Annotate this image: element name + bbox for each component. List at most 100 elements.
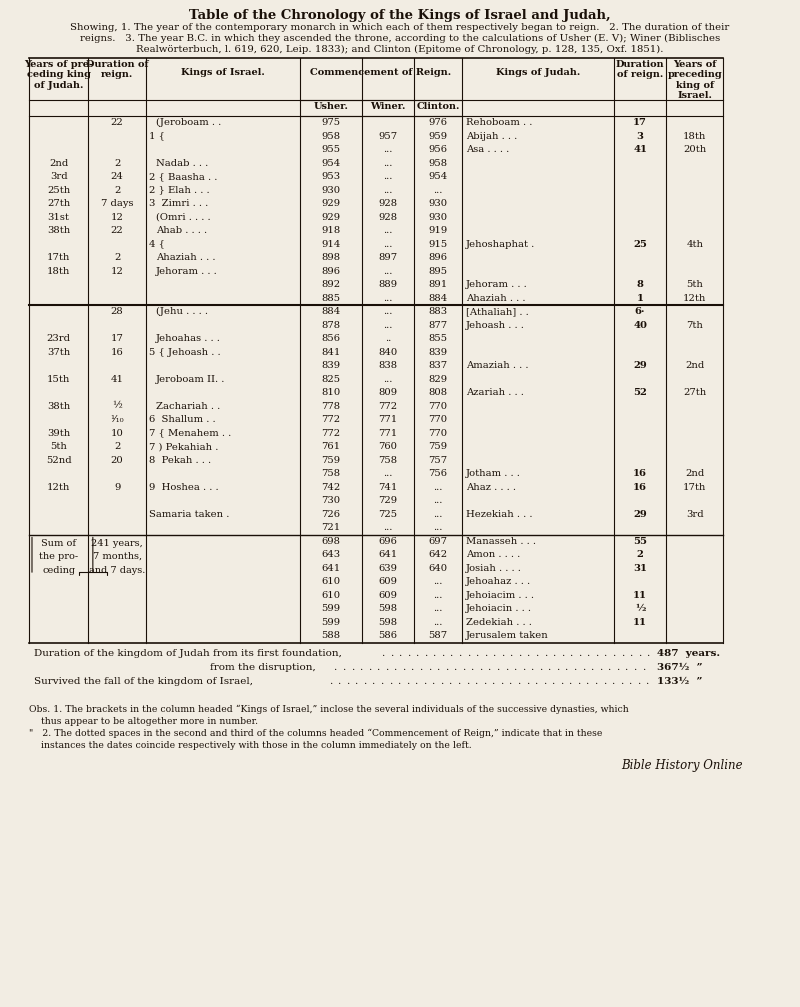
Text: .: .: [637, 678, 640, 687]
Text: Duration
of reign.: Duration of reign.: [616, 60, 665, 80]
Text: 928: 928: [378, 199, 398, 208]
Text: .: .: [445, 664, 448, 673]
Text: .: .: [510, 650, 513, 659]
Text: .: .: [410, 664, 414, 673]
Text: 15th: 15th: [47, 375, 70, 384]
Text: .: .: [602, 678, 606, 687]
Text: .: .: [530, 664, 534, 673]
Text: 2: 2: [637, 550, 643, 559]
Text: .: .: [484, 650, 487, 659]
Text: 40: 40: [633, 321, 647, 329]
Text: ...: ...: [434, 577, 442, 586]
Text: ...: ...: [434, 496, 442, 506]
Text: Clinton.: Clinton.: [416, 102, 460, 111]
Text: .: .: [462, 664, 465, 673]
Text: .: .: [611, 678, 614, 687]
Text: 958: 958: [322, 132, 341, 141]
Text: 898: 898: [322, 253, 341, 262]
Text: .: .: [458, 650, 462, 659]
Text: Years of
preceding
king of
Israel.: Years of preceding king of Israel.: [667, 60, 722, 101]
Text: .: .: [595, 650, 598, 659]
Text: (Jeroboam . .: (Jeroboam . .: [156, 118, 221, 127]
Text: ...: ...: [383, 321, 393, 329]
Text: .: .: [368, 664, 371, 673]
Text: .: .: [543, 650, 547, 659]
Text: .: .: [431, 678, 434, 687]
Text: 975: 975: [322, 118, 341, 127]
Text: "   2. The dotted spaces in the second and third of the columns headed “Commence: " 2. The dotted spaces in the second and…: [29, 728, 602, 738]
Text: 840: 840: [378, 347, 398, 356]
Text: 757: 757: [429, 456, 448, 465]
Text: .: .: [565, 664, 568, 673]
Text: .: .: [607, 664, 610, 673]
Text: 808: 808: [429, 389, 448, 397]
Text: 12: 12: [110, 267, 123, 276]
Text: .: .: [475, 650, 478, 659]
Text: 11: 11: [633, 617, 647, 626]
Text: 31st: 31st: [48, 212, 70, 222]
Text: 23rd: 23rd: [46, 334, 70, 343]
Text: from the disruption,: from the disruption,: [210, 663, 315, 672]
Text: .: .: [487, 664, 490, 673]
Text: 52nd: 52nd: [46, 456, 71, 465]
Text: .: .: [436, 664, 439, 673]
Text: 487  years.: 487 years.: [657, 649, 720, 658]
Text: ...: ...: [383, 469, 393, 478]
Text: 17th: 17th: [683, 482, 706, 491]
Text: .: .: [582, 664, 585, 673]
Text: .: .: [454, 664, 457, 673]
Text: .: .: [354, 678, 358, 687]
Text: .: .: [419, 664, 422, 673]
Text: .: .: [397, 678, 400, 687]
Text: .: .: [526, 678, 529, 687]
Text: 9  Hoshea . . .: 9 Hoshea . . .: [149, 482, 218, 491]
Text: Ahaziah . . .: Ahaziah . . .: [466, 294, 525, 303]
Text: Zedekiah . . .: Zedekiah . . .: [466, 617, 531, 626]
Text: 730: 730: [322, 496, 341, 506]
Text: 16: 16: [633, 482, 647, 491]
Text: 954: 954: [322, 159, 341, 168]
Text: ...: ...: [383, 294, 393, 303]
Text: the pro-: the pro-: [39, 552, 78, 561]
Text: 889: 889: [378, 280, 398, 289]
Text: 38th: 38th: [47, 227, 70, 236]
Text: .: .: [561, 650, 564, 659]
Text: 7 { Menahem . .: 7 { Menahem . .: [149, 429, 231, 438]
Text: Kings of Israel.: Kings of Israel.: [182, 68, 265, 77]
Text: 825: 825: [322, 375, 341, 384]
Text: .: .: [450, 650, 453, 659]
Text: 22: 22: [110, 227, 123, 236]
Text: .: .: [518, 650, 521, 659]
Text: 29: 29: [634, 510, 647, 519]
Text: 772: 772: [322, 415, 341, 424]
Text: 3  Zimri . . .: 3 Zimri . . .: [149, 199, 208, 208]
Text: .: .: [440, 678, 443, 687]
Text: reigns.   3. The year B.C. in which they ascended the throne, according to the c: reigns. 3. The year B.C. in which they a…: [80, 34, 720, 43]
Text: Amon . . . .: Amon . . . .: [466, 550, 520, 559]
Text: 11: 11: [633, 591, 647, 600]
Text: 884: 884: [429, 294, 448, 303]
Text: 895: 895: [429, 267, 448, 276]
Text: ...: ...: [434, 185, 442, 194]
Text: Josiah . . . .: Josiah . . . .: [466, 564, 522, 573]
Text: 37th: 37th: [47, 347, 70, 356]
Text: .: .: [329, 678, 332, 687]
Text: 2nd: 2nd: [685, 469, 705, 478]
Text: 698: 698: [322, 537, 341, 546]
Text: ceding: ceding: [42, 566, 75, 575]
Text: 772: 772: [322, 429, 341, 438]
Text: 642: 642: [429, 550, 448, 559]
Text: 741: 741: [378, 482, 398, 491]
Text: 598: 598: [378, 604, 398, 613]
Text: .: .: [621, 650, 624, 659]
Text: .: .: [338, 678, 341, 687]
Text: .: .: [638, 650, 641, 659]
Text: .: .: [427, 664, 431, 673]
Text: .: .: [342, 664, 346, 673]
Text: .: .: [594, 678, 598, 687]
Text: .: .: [334, 664, 337, 673]
Text: 771: 771: [378, 415, 398, 424]
Text: Jehoiacim . . .: Jehoiacim . . .: [466, 591, 534, 600]
Text: .: .: [449, 678, 452, 687]
Text: ...: ...: [383, 227, 393, 236]
